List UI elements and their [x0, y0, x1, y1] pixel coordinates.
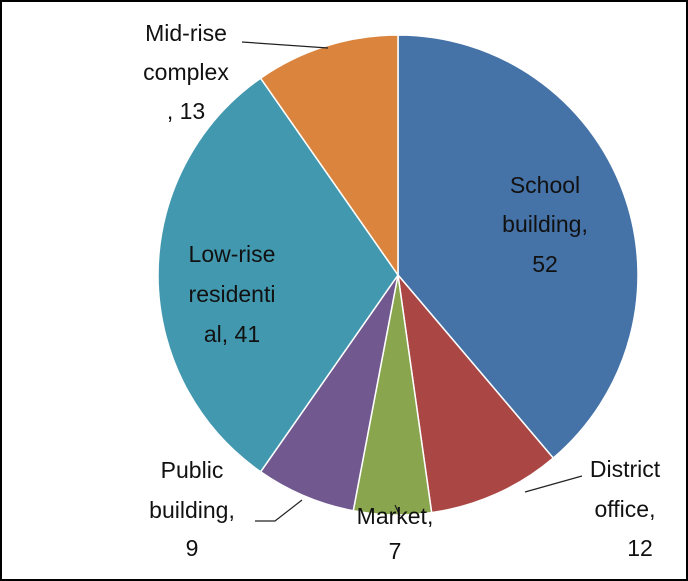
pie: [157, 34, 639, 516]
data-label: al, 41: [204, 321, 260, 347]
data-label: Low-rise: [189, 241, 276, 267]
data-label: Public: [161, 457, 224, 483]
pie-slice: [397, 34, 639, 460]
leader-line: [394, 504, 401, 517]
data-label: 12: [627, 535, 653, 561]
data-label: Mid-rise: [145, 20, 227, 46]
pie-slice: [259, 34, 399, 278]
data-label: building,: [149, 497, 235, 523]
data-label: School: [510, 172, 580, 198]
data-label: 7: [389, 538, 402, 564]
leader-line: [241, 41, 329, 49]
data-label: Market,: [357, 503, 434, 529]
data-label: 9: [186, 535, 199, 561]
data-label: building,: [502, 211, 588, 237]
data-label: District: [590, 456, 661, 482]
leader-line: [255, 499, 303, 522]
data-label: office,: [595, 496, 656, 522]
data-label: complex: [143, 59, 229, 85]
pie-slice: [396, 272, 555, 514]
leader-line: [524, 475, 583, 493]
data-label: , 13: [167, 98, 205, 124]
data-label: 52: [532, 251, 558, 277]
pie-slice: [157, 77, 399, 473]
data-label: residenti: [189, 281, 276, 307]
